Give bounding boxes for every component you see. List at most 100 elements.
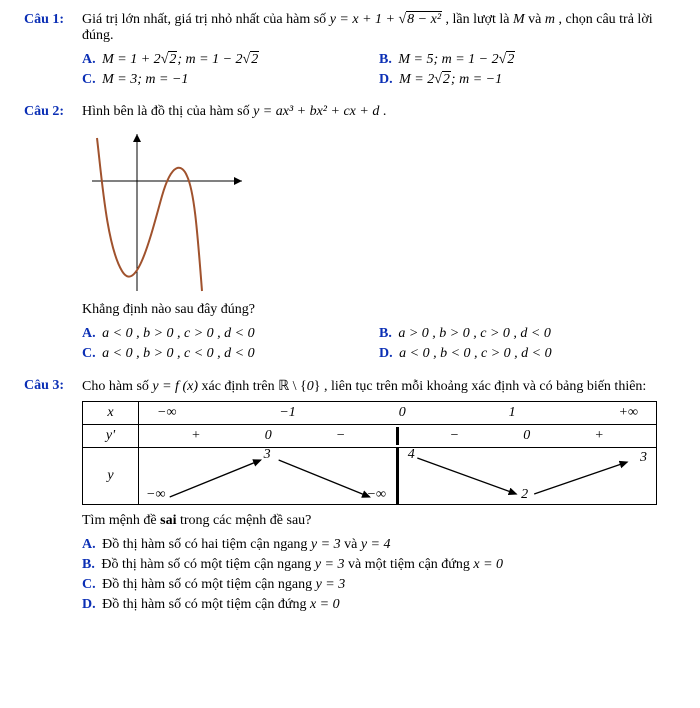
- vt-yp-l1: 0: [265, 428, 272, 444]
- vt-x-3: 1: [509, 405, 516, 421]
- cubic-graph: [82, 126, 252, 296]
- q3-ask-bold: sai: [160, 513, 176, 528]
- q3-opt-a-label: A.: [82, 537, 96, 552]
- vt-yp-r1: 0: [523, 428, 530, 444]
- vt-x-2: 0: [399, 405, 406, 421]
- q3-options: A. Đồ thị hàm số có hai tiệm cận ngang y…: [82, 535, 676, 615]
- vt-yp-r0: −: [450, 428, 459, 444]
- q1-opt-b-label: B.: [379, 52, 392, 67]
- vt-y-label: y: [83, 448, 139, 505]
- q2-opt-d-text: a < 0 , b < 0 , c > 0 , d < 0: [399, 346, 552, 361]
- q2-opt-a-text: a < 0 , b > 0 , c > 0 , d < 0: [102, 326, 255, 341]
- q1-m-lower: m: [545, 12, 555, 27]
- q2-option-c: C. a < 0 , b > 0 , c < 0 , d < 0: [82, 344, 379, 364]
- q3-ask-a: Tìm mệnh đề: [82, 513, 160, 528]
- q3-domain: ℝ \ {0}: [278, 379, 320, 394]
- q1-opt-b-text: M = 5; m = 1 − 2√2: [398, 51, 515, 67]
- q3-ask-b: trong các mệnh đề sau?: [177, 513, 312, 528]
- vt-x-1: −1: [279, 405, 295, 421]
- question-2-body: Hình bên là đồ thị của hàm số y = ax³ + …: [82, 104, 676, 364]
- q3-option-c: C. Đồ thị hàm số có một tiệm cận ngang y…: [82, 575, 676, 595]
- q3-opt-a-text: Đồ thị hàm số có hai tiệm cận ngang y = …: [102, 537, 390, 552]
- question-3-body: Cho hàm số y = f (x) xác định trên ℝ \ {…: [82, 378, 676, 615]
- question-1: Câu 1: Giá trị lớn nhất, giá trị nhỏ nhấ…: [24, 12, 676, 90]
- q1-option-a: A. M = 1 + 2√2; m = 1 − 2√2: [82, 50, 379, 70]
- q1-text-a: Giá trị lớn nhất, giá trị nhỏ nhất của h…: [82, 12, 330, 27]
- q3-opt-d-label: D.: [82, 597, 96, 612]
- question-2-label: Câu 2:: [24, 104, 82, 364]
- q3-opt-b-label: B.: [82, 557, 95, 572]
- q1-opt-c-text: M = 3; m = −1: [102, 72, 188, 87]
- q1-text-b: , lần lượt là: [446, 12, 513, 27]
- q2-option-b: B. a > 0 , b > 0 , c > 0 , d < 0: [379, 324, 676, 344]
- vt-x-values: −∞ −1 0 1 +∞: [139, 402, 657, 425]
- q1-option-c: C. M = 3; m = −1: [82, 70, 379, 90]
- vt-yp-l2: −: [336, 428, 345, 444]
- q2-ask: Khẳng định nào sau đây đúng?: [82, 302, 676, 318]
- vt-yp-r2: +: [594, 428, 603, 444]
- vt-y-l-start: −∞: [146, 487, 165, 503]
- q1-options: A. M = 1 + 2√2; m = 1 − 2√2 B. M = 5; m …: [82, 50, 676, 90]
- q3-opt-b-text: Đồ thị hàm số có một tiệm cận ngang y = …: [101, 557, 503, 572]
- vt-yp-label: y': [83, 425, 139, 448]
- q1-opt-d-text: M = 2√2; m = −1: [399, 71, 502, 87]
- vt-x-label: x: [83, 402, 139, 425]
- vt-x-0: −∞: [157, 405, 176, 421]
- q1-opt-d-label: D.: [379, 72, 393, 87]
- q3-opt-c-text: Đồ thị hàm số có một tiệm cận ngang y = …: [102, 577, 345, 592]
- q2-option-a: A. a < 0 , b > 0 , c > 0 , d < 0: [82, 324, 379, 344]
- q2-opt-b-text: a > 0 , b > 0 , c > 0 , d < 0: [398, 326, 551, 341]
- q1-opt-a-text: M = 1 + 2√2; m = 1 − 2√2: [102, 51, 259, 67]
- vt-yp-values: + 0 − − 0 +: [139, 425, 657, 448]
- question-1-text: Giá trị lớn nhất, giá trị nhỏ nhất của h…: [82, 12, 676, 44]
- vt-y-l-peak: 3: [264, 447, 271, 463]
- vt-x-4: +∞: [619, 405, 638, 421]
- q3-opt-c-label: C.: [82, 577, 96, 592]
- question-3-label: Câu 3:: [24, 378, 82, 615]
- question-3-text: Cho hàm số y = f (x) xác định trên ℝ \ {…: [82, 378, 676, 395]
- q3-text-b: xác định trên: [201, 379, 278, 394]
- question-3: Câu 3: Cho hàm số y = f (x) xác định trê…: [24, 378, 676, 615]
- vt-row-x: x −∞ −1 0 1 +∞: [83, 402, 657, 425]
- q1-and: và: [528, 12, 545, 27]
- vt-y-r-end: 3: [640, 450, 647, 466]
- vt-y-r-trough: 2: [521, 487, 528, 503]
- q3-text-a: Cho hàm số: [82, 379, 152, 394]
- vt-divider-2: [396, 448, 399, 504]
- q3-ask: Tìm mệnh đề sai trong các mệnh đề sau?: [82, 513, 676, 529]
- vt-yp-l0: +: [191, 428, 200, 444]
- q2-text-a: Hình bên là đồ thị của hàm số: [82, 104, 253, 119]
- question-1-body: Giá trị lớn nhất, giá trị nhỏ nhất của h…: [82, 12, 676, 90]
- question-2-text: Hình bên là đồ thị của hàm số y = ax³ + …: [82, 104, 676, 120]
- q3-option-d: D. Đồ thị hàm số có một tiệm cận đứng x …: [82, 595, 676, 615]
- q1-formula: y = x + 1 + √8 − x²: [330, 11, 442, 27]
- q3-option-a: A. Đồ thị hàm số có hai tiệm cận ngang y…: [82, 535, 676, 555]
- vt-y-values: −∞ 3 −∞ 4 2 3: [139, 448, 657, 505]
- q3-text-c: , liên tục trên mỗi khoảng xác định và c…: [324, 379, 646, 394]
- vt-y-l-end: −∞: [367, 487, 386, 503]
- q1-opt-c-label: C.: [82, 72, 96, 87]
- q3-option-b: B. Đồ thị hàm số có một tiệm cận ngang y…: [82, 555, 676, 575]
- q2-opt-a-label: A.: [82, 326, 96, 341]
- q2-opt-b-label: B.: [379, 326, 392, 341]
- q3-fx: y = f (x): [152, 379, 198, 394]
- vt-divider-1: [396, 427, 399, 445]
- question-2: Câu 2: Hình bên là đồ thị của hàm số y =…: [24, 104, 676, 364]
- q2-option-d: D. a < 0 , b < 0 , c > 0 , d < 0: [379, 344, 676, 364]
- q1-m-upper: M: [513, 12, 525, 27]
- vt-row-y: y: [83, 448, 657, 505]
- q2-opt-c-label: C.: [82, 346, 96, 361]
- variation-table: x −∞ −1 0 1 +∞ y' +: [82, 401, 657, 505]
- q2-options: A. a < 0 , b > 0 , c > 0 , d < 0 B. a > …: [82, 324, 676, 364]
- q2-opt-c-text: a < 0 , b > 0 , c < 0 , d < 0: [102, 346, 255, 361]
- q1-opt-a-label: A.: [82, 52, 96, 67]
- q2-dot: .: [383, 104, 387, 119]
- q1-option-b: B. M = 5; m = 1 − 2√2: [379, 50, 676, 70]
- q3-opt-d-text: Đồ thị hàm số có một tiệm cận đứng x = 0: [102, 597, 340, 612]
- q1-option-d: D. M = 2√2; m = −1: [379, 70, 676, 90]
- vt-y-r-start: 4: [408, 447, 415, 463]
- vt-row-yp: y' + 0 − − 0 +: [83, 425, 657, 448]
- q2-formula: y = ax³ + bx² + cx + d: [253, 104, 379, 119]
- q2-opt-d-label: D.: [379, 346, 393, 361]
- question-1-label: Câu 1:: [24, 12, 82, 90]
